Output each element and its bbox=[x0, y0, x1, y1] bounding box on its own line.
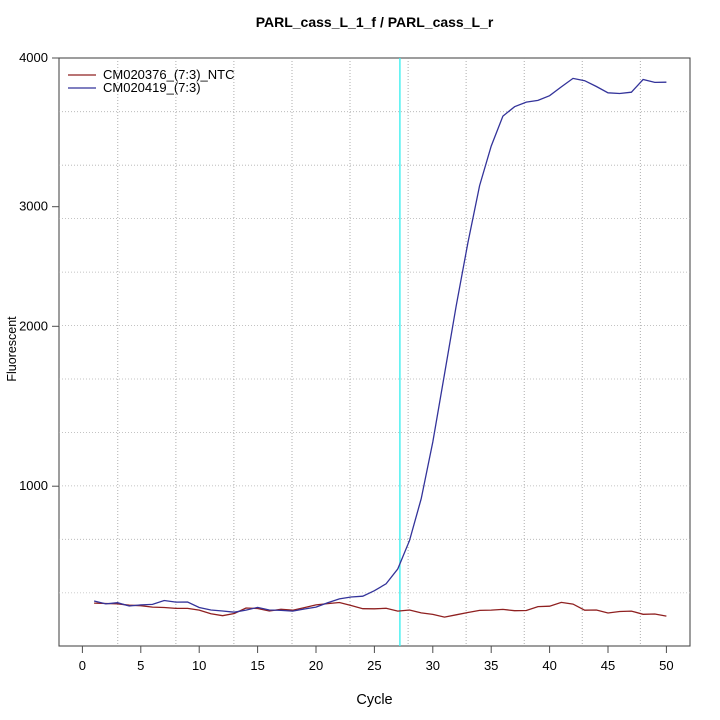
svg-text:Cycle: Cycle bbox=[356, 692, 392, 708]
svg-text:5: 5 bbox=[137, 658, 144, 673]
svg-text:50: 50 bbox=[659, 658, 673, 673]
svg-text:0: 0 bbox=[79, 658, 86, 673]
svg-text:PARL_cass_L_1_f / PARL_cass_L_: PARL_cass_L_1_f / PARL_cass_L_r bbox=[256, 14, 494, 30]
svg-text:40: 40 bbox=[542, 658, 556, 673]
svg-text:3000: 3000 bbox=[19, 199, 48, 214]
svg-text:25: 25 bbox=[367, 658, 381, 673]
svg-text:30: 30 bbox=[426, 658, 440, 673]
svg-text:15: 15 bbox=[250, 658, 264, 673]
svg-text:1000: 1000 bbox=[19, 478, 48, 493]
svg-text:45: 45 bbox=[601, 658, 615, 673]
svg-text:20: 20 bbox=[309, 658, 323, 673]
svg-text:CM020419_(7:3): CM020419_(7:3) bbox=[103, 80, 201, 95]
svg-text:35: 35 bbox=[484, 658, 498, 673]
svg-text:10: 10 bbox=[192, 658, 206, 673]
svg-text:2000: 2000 bbox=[19, 318, 48, 333]
svg-text:4000: 4000 bbox=[19, 50, 48, 65]
svg-text:Fluorescent: Fluorescent bbox=[5, 316, 19, 382]
